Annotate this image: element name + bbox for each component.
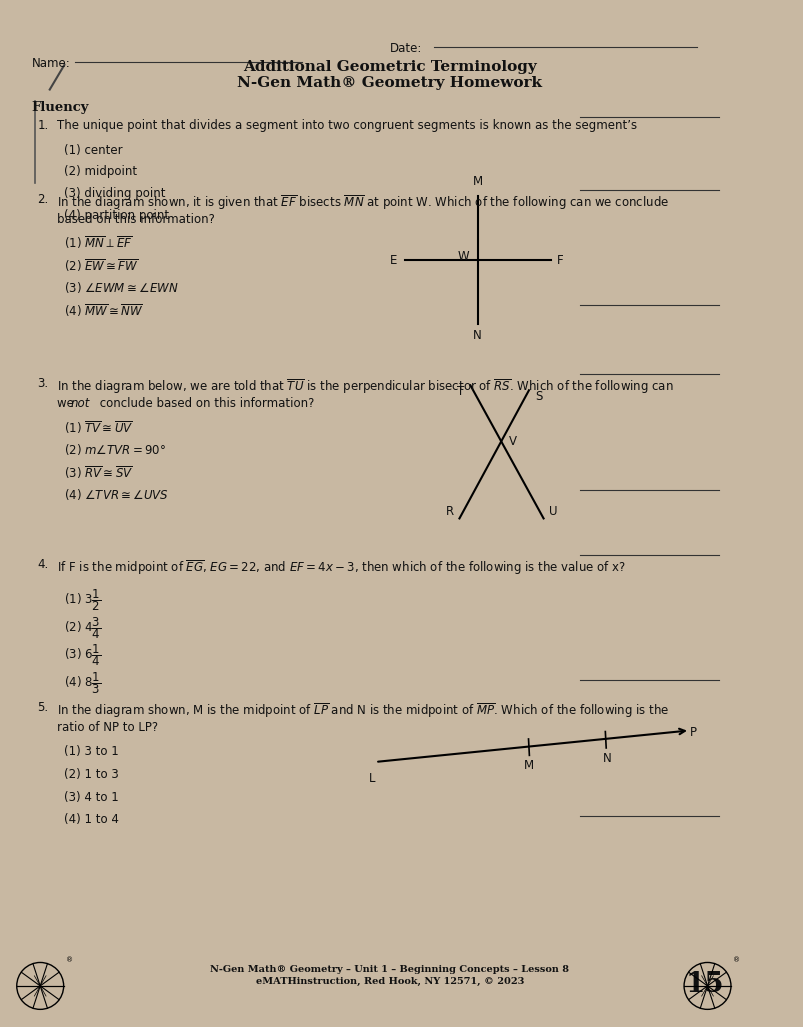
Text: (1) $3\dfrac{1}{2}$: (1) $3\dfrac{1}{2}$ bbox=[64, 587, 101, 613]
Text: (2) midpoint: (2) midpoint bbox=[64, 165, 137, 179]
Text: ratio of NP to LP?: ratio of NP to LP? bbox=[57, 721, 158, 733]
Text: N: N bbox=[473, 329, 482, 342]
Text: 4.: 4. bbox=[37, 558, 48, 571]
Text: T: T bbox=[457, 385, 464, 398]
Text: 2.: 2. bbox=[37, 193, 48, 206]
Text: (3) 4 to 1: (3) 4 to 1 bbox=[64, 791, 119, 803]
Text: N-Gen Math® Geometry – Unit 1 – Beginning Concepts – Lesson 8: N-Gen Math® Geometry – Unit 1 – Beginnin… bbox=[210, 965, 569, 974]
Text: In the diagram shown, it is given that $\overline{EF}$ bisects $\overline{MN}$ a: In the diagram shown, it is given that $… bbox=[57, 193, 668, 212]
Text: 1.: 1. bbox=[37, 119, 48, 132]
Text: conclude based on this information?: conclude based on this information? bbox=[96, 397, 314, 410]
Text: not: not bbox=[70, 397, 89, 410]
Text: based on this information?: based on this information? bbox=[57, 213, 214, 226]
Text: F: F bbox=[556, 254, 563, 267]
Text: (3) $6\dfrac{1}{4}$: (3) $6\dfrac{1}{4}$ bbox=[64, 643, 101, 669]
Text: In the diagram below, we are told that $\overline{TU}$ is the perpendicular bise: In the diagram below, we are told that $… bbox=[57, 378, 673, 396]
Text: (3) $\overline{RV}\cong\overline{SV}$: (3) $\overline{RV}\cong\overline{SV}$ bbox=[64, 464, 133, 481]
Text: (1) center: (1) center bbox=[64, 144, 123, 157]
Text: L: L bbox=[368, 772, 374, 785]
Text: (2) $m\angle TVR=90°$: (2) $m\angle TVR=90°$ bbox=[64, 442, 166, 457]
Text: N-Gen Math® Geometry Homework: N-Gen Math® Geometry Homework bbox=[237, 76, 542, 89]
Text: (4) $\angle TVR\cong\angle UVS$: (4) $\angle TVR\cong\angle UVS$ bbox=[64, 487, 169, 502]
Text: (1) $\overline{TV}\cong\overline{UV}$: (1) $\overline{TV}\cong\overline{UV}$ bbox=[64, 419, 133, 435]
Text: U: U bbox=[548, 505, 557, 519]
Text: M: M bbox=[524, 759, 533, 772]
Text: ®: ® bbox=[66, 957, 73, 963]
Text: (2) $4\dfrac{3}{4}$: (2) $4\dfrac{3}{4}$ bbox=[64, 615, 101, 641]
Text: Date:: Date: bbox=[389, 42, 422, 55]
Text: N: N bbox=[602, 752, 611, 764]
Text: (3) dividing point: (3) dividing point bbox=[64, 187, 165, 200]
Text: W: W bbox=[457, 251, 468, 263]
Text: S: S bbox=[534, 390, 541, 404]
Text: 5.: 5. bbox=[37, 700, 48, 714]
Text: (1) $\overline{MN}\perp\overline{EF}$: (1) $\overline{MN}\perp\overline{EF}$ bbox=[64, 234, 132, 252]
Text: (4) 1 to 4: (4) 1 to 4 bbox=[64, 813, 119, 826]
Text: (2) 1 to 3: (2) 1 to 3 bbox=[64, 768, 119, 781]
Text: (4) $8\dfrac{1}{3}$: (4) $8\dfrac{1}{3}$ bbox=[64, 671, 101, 696]
Text: Additional Geometric Terminology: Additional Geometric Terminology bbox=[243, 60, 536, 74]
Text: ®: ® bbox=[732, 957, 740, 963]
Text: Name:: Name: bbox=[31, 58, 70, 70]
Text: 3.: 3. bbox=[37, 378, 48, 390]
Text: (1) 3 to 1: (1) 3 to 1 bbox=[64, 746, 119, 758]
Text: P: P bbox=[689, 726, 696, 738]
Text: R: R bbox=[445, 505, 453, 519]
Text: E: E bbox=[389, 254, 397, 267]
Text: M: M bbox=[472, 176, 482, 188]
Text: (4) partition point: (4) partition point bbox=[64, 208, 169, 222]
Text: V: V bbox=[508, 434, 516, 448]
Text: Fluency: Fluency bbox=[31, 102, 89, 114]
Text: In the diagram shown, M is the midpoint of $\overline{LP}$ and N is the midpoint: In the diagram shown, M is the midpoint … bbox=[57, 700, 669, 720]
Text: (3) $\angle EWM\cong\angle EWN$: (3) $\angle EWM\cong\angle EWN$ bbox=[64, 279, 179, 295]
Text: eMATHinstruction, Red Hook, NY 12571, © 2023: eMATHinstruction, Red Hook, NY 12571, © … bbox=[255, 977, 524, 986]
Text: 15: 15 bbox=[684, 971, 723, 998]
Text: (4) $\overline{MW}\cong\overline{NW}$: (4) $\overline{MW}\cong\overline{NW}$ bbox=[64, 303, 144, 319]
Text: (2) $\overline{EW}\cong\overline{FW}$: (2) $\overline{EW}\cong\overline{FW}$ bbox=[64, 257, 139, 274]
Text: If F is the midpoint of $\overline{EG}$, $EG=22$, and $EF=4x-3$, then which of t: If F is the midpoint of $\overline{EG}$,… bbox=[57, 558, 626, 577]
Text: The unique point that divides a segment into two congruent segments is known as : The unique point that divides a segment … bbox=[57, 119, 636, 132]
Text: we: we bbox=[57, 397, 78, 410]
